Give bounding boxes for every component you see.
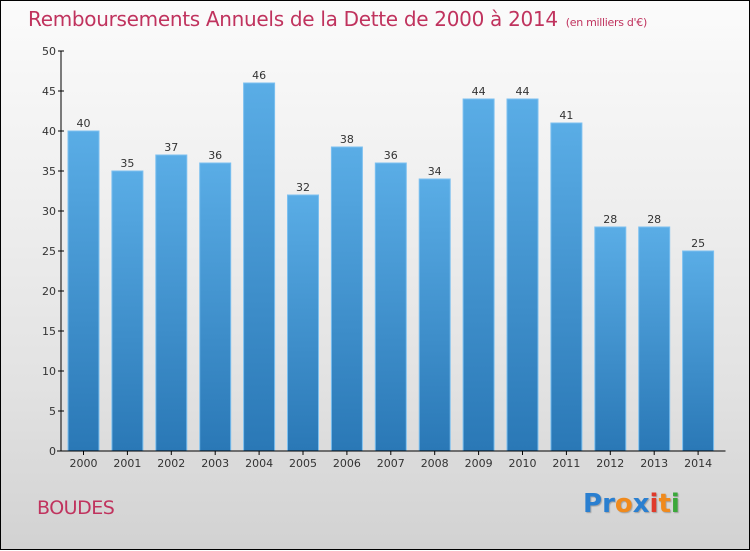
bar-2008 (418, 178, 451, 452)
y-tick-label: 25 (42, 245, 56, 258)
x-tick-label: 2004 (245, 457, 273, 470)
x-tick-label: 2011 (552, 457, 580, 470)
logo-letter: r (602, 489, 615, 519)
x-tick-label: 2007 (377, 457, 405, 470)
x-tick-label: 2005 (289, 457, 317, 470)
axes-group: 0 5 10 15 20 25 30 35 40 45 50 2000 2001 2002 2003 2004… (42, 45, 726, 470)
y-tick-label: 5 (49, 405, 56, 418)
logo-letter: i (670, 489, 680, 519)
x-tick-label: 2001 (113, 457, 141, 470)
data-label: 44 (472, 85, 486, 98)
x-tick-label: 2009 (465, 457, 493, 470)
proxiti-logo[interactable]: Proxiti (583, 489, 680, 519)
data-label: 28 (603, 213, 617, 226)
bar-2003 (199, 162, 232, 452)
y-tick-label: 20 (42, 285, 56, 298)
bar-2001 (111, 170, 144, 452)
chart-subtitle: (en milliers d'€) (565, 16, 647, 29)
x-tick-label: 2010 (509, 457, 537, 470)
data-label: 32 (296, 181, 310, 194)
x-tick-label: 2002 (157, 457, 185, 470)
x-tick-label: 2003 (201, 457, 229, 470)
bar-2007 (374, 162, 407, 452)
x-tick-label: 2006 (333, 457, 361, 470)
bar-2002 (155, 154, 188, 452)
bar-2010 (506, 98, 539, 452)
x-tick-label: 2013 (640, 457, 668, 470)
y-tick-label: 35 (42, 165, 56, 178)
logo-letter: x (632, 489, 650, 519)
data-label: 40 (77, 117, 91, 130)
logo-letter: P (583, 489, 603, 519)
data-label: 37 (164, 141, 178, 154)
bar-2005 (287, 194, 319, 452)
bar-2012 (594, 226, 627, 452)
bar-2014 (682, 250, 715, 452)
y-tick-label: 30 (42, 205, 56, 218)
data-label: 25 (691, 237, 705, 250)
data-label: 36 (384, 149, 398, 162)
bar-2011 (550, 122, 583, 452)
data-label: 41 (559, 109, 573, 122)
chart-title: Remboursements Annuels de la Dette de 20… (28, 7, 647, 31)
data-label: 38 (340, 133, 354, 146)
bar-2004 (243, 82, 276, 452)
data-label: 46 (252, 69, 266, 82)
bars-group: 40 35 37 36 46 32 38 36 34 44 44 41 28 28 25 (67, 69, 715, 452)
y-tick-label: 40 (42, 125, 56, 138)
data-label: 35 (120, 157, 134, 170)
x-tick-label: 2014 (684, 457, 712, 470)
bar-2006 (330, 146, 363, 452)
bar-2000 (67, 130, 100, 452)
logo-letter: o (614, 489, 633, 519)
logo-letter: t (658, 489, 671, 519)
y-tick-label: 50 (42, 45, 56, 58)
x-tick-label: 2012 (596, 457, 624, 470)
y-tick-label: 15 (42, 325, 56, 338)
y-tick-label: 10 (42, 365, 56, 378)
commune-name: BOUDES (37, 497, 115, 519)
data-label: 34 (428, 165, 442, 178)
bar-2009 (462, 98, 495, 452)
data-label: 36 (208, 149, 222, 162)
y-tick-label: 0 (49, 445, 56, 458)
data-label: 44 (516, 85, 530, 98)
data-label: 28 (647, 213, 661, 226)
x-tick-label: 2008 (421, 457, 449, 470)
y-tick-label: 45 (42, 85, 56, 98)
logo-letter: i (649, 489, 659, 519)
x-tick-label: 2000 (70, 457, 98, 470)
title-text: Remboursements Annuels de la Dette de 20… (28, 7, 558, 31)
bar-2013 (638, 226, 671, 452)
